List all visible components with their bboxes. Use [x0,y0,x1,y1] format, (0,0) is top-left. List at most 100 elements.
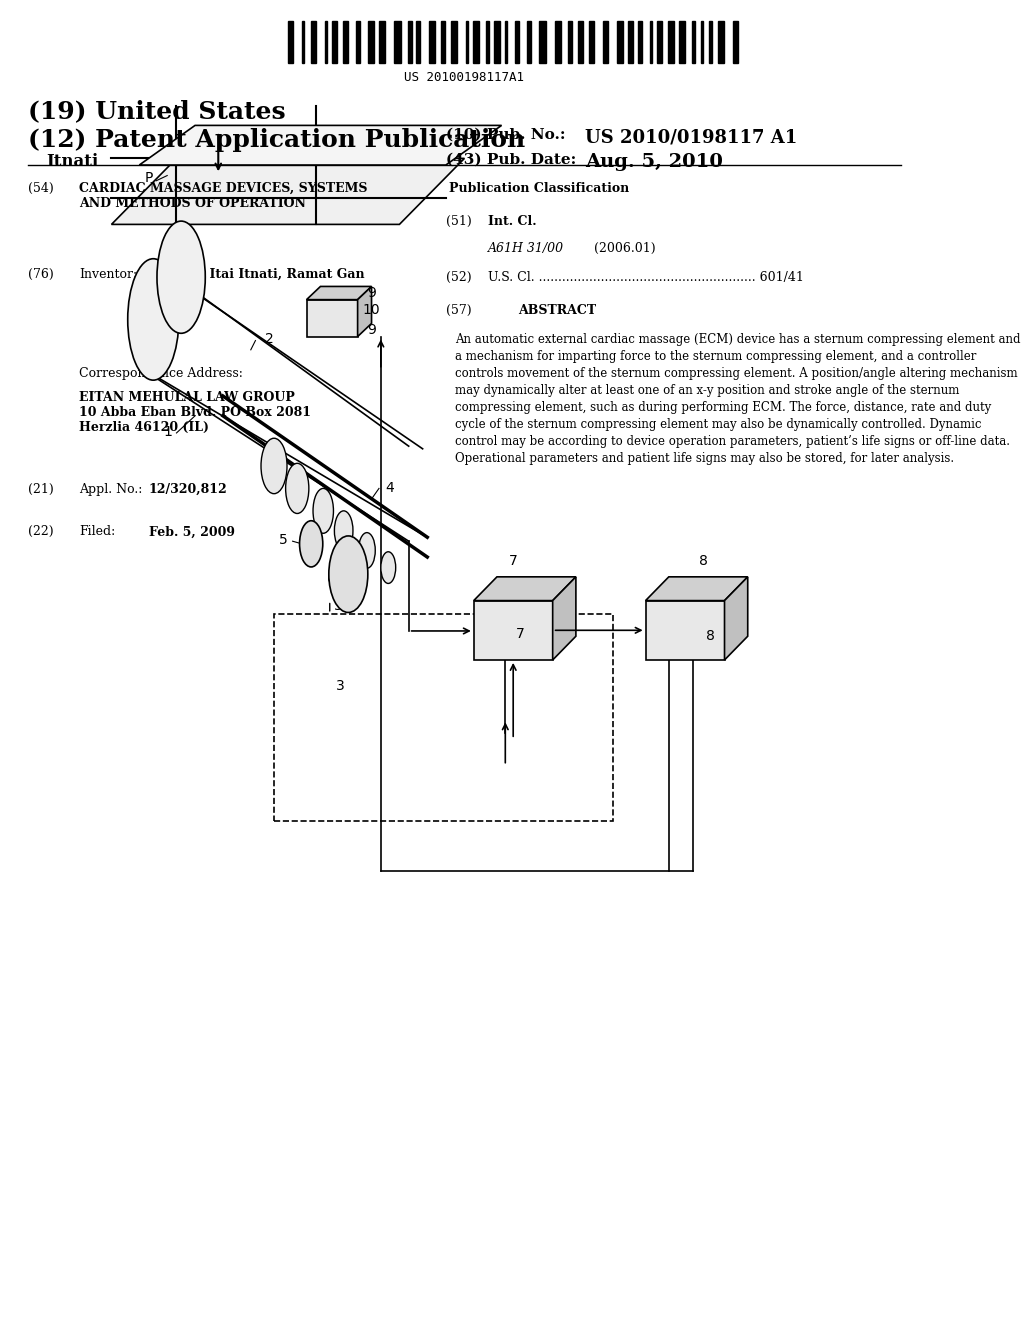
Text: 9: 9 [367,286,376,300]
Ellipse shape [261,438,287,494]
Text: 7: 7 [515,627,524,640]
Bar [343,21,348,63]
Ellipse shape [128,259,179,380]
Text: Aug. 5, 2010: Aug. 5, 2010 [585,153,723,172]
Bar [379,21,385,63]
Bar [668,21,674,63]
Ellipse shape [286,463,309,513]
Bar [466,21,468,63]
Text: (51): (51) [445,215,472,228]
Text: U.S. Cl. ........................................................ 601/41: U.S. Cl. ...............................… [487,271,804,284]
Text: Inventor:: Inventor: [79,268,137,281]
Text: (54): (54) [28,182,53,195]
Text: (22): (22) [28,525,53,539]
Text: (57): (57) [445,304,471,317]
Text: 7: 7 [509,553,517,568]
Bar [274,614,613,821]
Text: An automatic external cardiac massage (ECM) device has a sternum compressing ele: An automatic external cardiac massage (E… [455,333,1021,465]
Polygon shape [553,577,575,660]
Bar [368,21,375,63]
Polygon shape [112,158,465,224]
Bar [628,21,633,63]
Text: Feb. 5, 2009: Feb. 5, 2009 [148,525,234,539]
Bar [540,21,546,63]
Text: 8: 8 [699,553,708,568]
Text: US 2010/0198117 A1: US 2010/0198117 A1 [585,128,798,147]
Polygon shape [357,286,372,337]
Text: 9: 9 [367,323,376,337]
Text: Publication Classification: Publication Classification [449,182,629,195]
Text: Int. Cl.: Int. Cl. [487,215,537,228]
Text: (2006.01): (2006.01) [595,242,656,255]
Ellipse shape [313,488,334,533]
Text: 12/320,812: 12/320,812 [148,483,227,496]
Bar [306,300,357,337]
Bar [485,21,489,63]
Bar [302,21,304,63]
Text: Michael Itai Itnati, Ramat Gan
(IL): Michael Itai Itnati, Ramat Gan (IL) [148,268,365,296]
Text: (12) Patent Application Publication: (12) Patent Application Publication [28,128,525,152]
Bar [701,21,703,63]
Bar [326,21,328,63]
Text: Filed:: Filed: [79,525,116,539]
Ellipse shape [358,532,375,569]
Bar [288,21,293,63]
Text: (19) United States: (19) United States [28,99,286,123]
Text: US 20100198117A1: US 20100198117A1 [404,71,524,84]
Bar [650,21,652,63]
Bar [355,21,360,63]
Bar [657,21,662,63]
Text: (52): (52) [445,271,471,284]
Polygon shape [139,125,502,165]
Text: CARDIAC MASSAGE DEVICES, SYSTEMS
AND METHODS OF OPERATION: CARDIAC MASSAGE DEVICES, SYSTEMS AND MET… [79,182,368,210]
Polygon shape [645,577,748,601]
Text: 3: 3 [335,599,343,612]
Bar [603,21,608,63]
Text: 8: 8 [706,630,715,643]
Bar [473,21,479,63]
Text: Correspondence Address:: Correspondence Address: [79,367,243,380]
Bar [474,601,553,660]
Text: (10) Pub. No.:: (10) Pub. No.: [445,128,565,143]
Bar [718,21,724,63]
Bar [311,21,316,63]
Bar [409,21,412,63]
Polygon shape [474,577,575,601]
Text: 10: 10 [362,304,380,317]
Text: EITAN MEHULAL LAW GROUP
10 Abba Eban Blvd. PO Box 2081
Herzlia 46120 (IL): EITAN MEHULAL LAW GROUP 10 Abba Eban Blv… [79,391,311,434]
Bar [710,21,712,63]
Bar [568,21,572,63]
Ellipse shape [157,222,205,334]
Ellipse shape [300,520,323,568]
Text: (21): (21) [28,483,53,496]
Text: 6: 6 [328,573,336,586]
Bar [555,21,561,63]
Ellipse shape [335,511,353,550]
Polygon shape [725,577,748,660]
Bar [679,21,685,63]
Bar [691,21,695,63]
Bar [645,601,725,660]
Text: P: P [144,172,154,185]
Bar [429,21,435,63]
Bar [394,21,400,63]
Text: 2: 2 [265,333,273,346]
Bar [733,21,738,63]
Polygon shape [306,286,372,300]
Bar [505,21,507,63]
Bar [515,21,519,63]
Bar [332,21,337,63]
Text: 5: 5 [280,533,288,546]
Ellipse shape [381,552,395,583]
Bar [417,21,420,63]
Ellipse shape [329,536,368,612]
Text: (76): (76) [28,268,53,281]
Text: Appl. No.:: Appl. No.: [79,483,142,496]
Bar [527,21,530,63]
Bar [638,21,642,63]
Text: 1: 1 [163,425,172,438]
Bar [494,21,500,63]
Text: ABSTRACT: ABSTRACT [518,304,596,317]
Bar [616,21,623,63]
Text: 4: 4 [385,482,394,495]
